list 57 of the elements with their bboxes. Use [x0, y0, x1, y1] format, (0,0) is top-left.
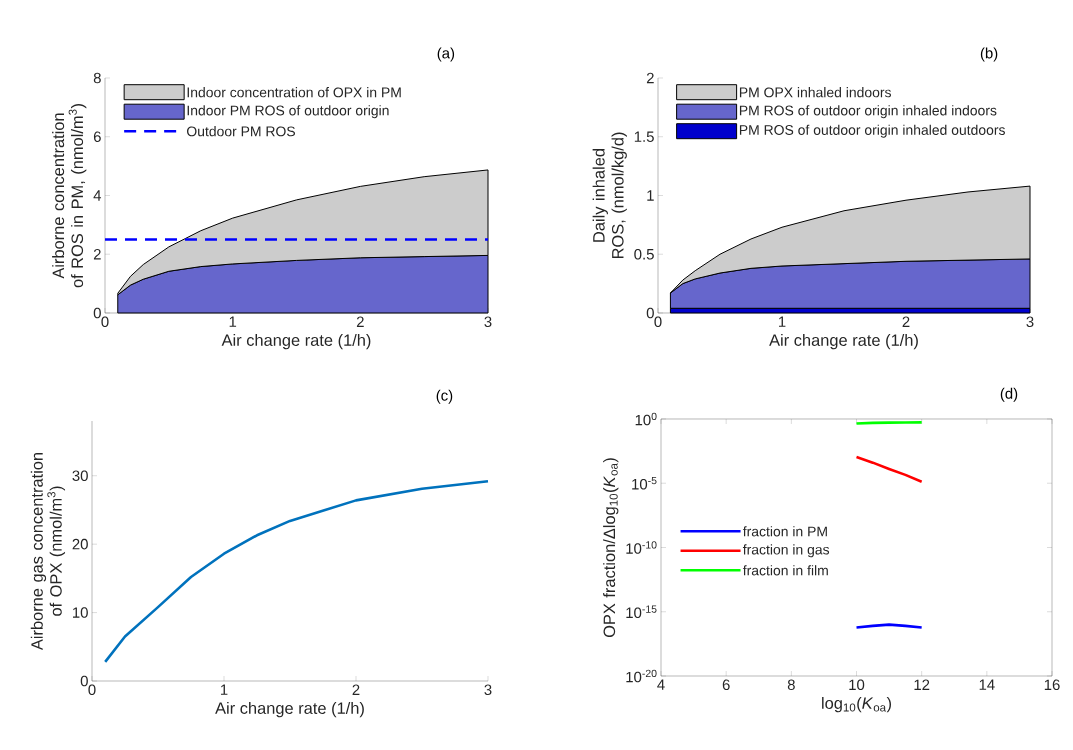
x-tick-label: 0 — [101, 316, 109, 328]
line-series — [103, 479, 490, 664]
y-tick-label: 1.5 — [634, 131, 654, 142]
x-tick-label: 12 — [914, 679, 930, 690]
x-axis-title: log$_{10}$(K$_{oa}$) — [822, 696, 892, 713]
y-tick-label: 6 — [93, 131, 101, 143]
x-tick-label: 2 — [902, 316, 910, 327]
x-tick-label: 8 — [787, 679, 795, 691]
y-tick-label: 10$^{-20}$ — [626, 669, 657, 683]
y-tick-label: 4 — [93, 190, 102, 201]
x-axis-title: Air change rate (1/h) — [215, 701, 364, 718]
y-tick-label: 2 — [93, 249, 101, 260]
x-tick-label: 6 — [722, 679, 730, 691]
y-tick-label: 1 — [647, 190, 654, 201]
y-tick-label: 10$^{0}$ — [635, 412, 657, 426]
y-tick-label: 10$^{-5}$ — [632, 476, 657, 490]
x-tick-label: 1 — [778, 316, 786, 327]
y-tick-label: 0 — [93, 307, 101, 319]
x-tick-label: 3 — [1026, 316, 1034, 328]
x-tick-label: 3 — [484, 684, 492, 696]
legend-label: fraction in PM — [742, 526, 827, 537]
line-series — [855, 455, 923, 484]
y-tick-label: 8 — [93, 72, 101, 84]
x-tick-label: 1 — [220, 684, 228, 695]
y-tick-label: 20 — [72, 538, 88, 550]
legend-label: Indoor concentration of OPX in PM — [187, 87, 401, 98]
x-tick-label: 4 — [657, 679, 665, 690]
legend-label: Outdoor PM ROS — [187, 126, 295, 137]
y-tick-label: 10$^{-10}$ — [626, 541, 657, 554]
x-tick-label: 3 — [484, 316, 492, 328]
legend-label: PM ROS of outdoor origin inhaled indoors — [739, 105, 997, 119]
chart-title: (c) — [436, 389, 453, 404]
legend-label: fraction in gas — [742, 544, 830, 558]
x-tick-label: 16 — [1044, 679, 1060, 691]
chart-title: (b) — [980, 47, 998, 62]
y-tick-label: 0.5 — [634, 248, 654, 260]
legend-label: fraction in film — [742, 565, 828, 576]
x-tick-label: 10 — [849, 679, 865, 691]
x-tick-label: 14 — [979, 679, 995, 690]
x-tick-label: 2 — [352, 684, 360, 695]
legend-label: Indoor PM ROS of outdoor origin — [187, 105, 389, 119]
y-tick-label: 10$^{-15}$ — [626, 605, 657, 619]
y-axis-title: OPX fraction/Δlog$_{10}$(K$_{oa}$) — [603, 458, 619, 638]
y-tick-label: 30 — [72, 470, 88, 482]
y-axis-title: Daily inhaled ROS, (nmol/kg/d) — [592, 132, 627, 259]
x-axis-title: Air change rate (1/h) — [769, 333, 918, 350]
y-tick-label: 2 — [646, 72, 654, 84]
legend-label: PM ROS of outdoor origin inhaled outdoors — [739, 124, 1005, 138]
y-tick-label: 0 — [646, 307, 654, 319]
chart-title: (a) — [437, 47, 455, 62]
x-tick-label: 1 — [229, 316, 237, 327]
x-axis-title: Air change rate (1/h) — [221, 333, 371, 350]
y-tick-label: 10 — [73, 607, 88, 618]
x-tick-label: 2 — [356, 316, 364, 327]
legend-label: PM OPX inhaled indoors — [739, 87, 891, 98]
chart-title: (d) — [1000, 387, 1018, 402]
y-axis-title: Airborne concentration of ROS in PM, (nmol/m$^{3}$) — [52, 104, 87, 288]
